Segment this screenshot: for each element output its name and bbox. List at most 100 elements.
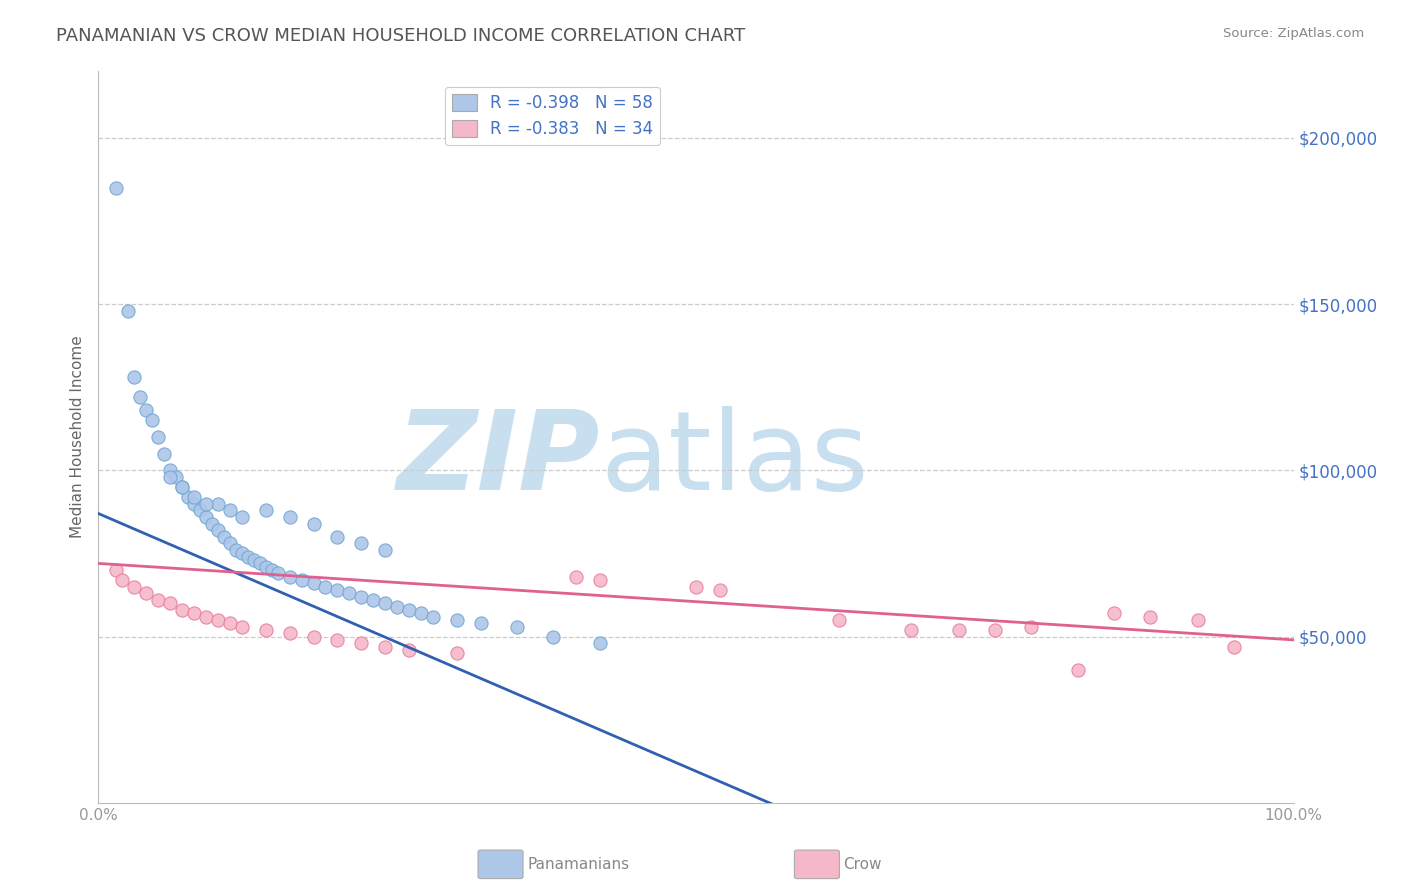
Point <box>188 503 211 517</box>
Point <box>374 596 396 610</box>
Point <box>446 613 468 627</box>
Point <box>589 636 612 650</box>
Point <box>148 430 170 444</box>
Point <box>117 303 139 318</box>
Point <box>177 490 200 504</box>
Point <box>374 543 396 558</box>
Point <box>183 497 205 511</box>
Point <box>219 616 242 631</box>
Point <box>159 470 181 484</box>
Point <box>446 646 468 660</box>
Point <box>231 546 253 560</box>
Point <box>231 619 253 633</box>
Point <box>207 497 229 511</box>
Point <box>398 643 420 657</box>
Point <box>165 470 187 484</box>
Point <box>589 573 612 587</box>
Point <box>159 596 181 610</box>
Point <box>172 480 194 494</box>
Point <box>111 573 134 587</box>
Point <box>828 613 851 627</box>
Point <box>124 370 146 384</box>
Point <box>254 503 277 517</box>
Point <box>291 573 314 587</box>
Point <box>135 586 157 600</box>
Point <box>183 490 205 504</box>
Point <box>124 580 146 594</box>
Point <box>398 603 420 617</box>
Point <box>302 576 325 591</box>
Point <box>207 613 229 627</box>
Point <box>350 636 373 650</box>
Point <box>129 390 152 404</box>
Point <box>172 480 194 494</box>
Point <box>278 509 301 524</box>
Y-axis label: Median Household Income: Median Household Income <box>69 335 84 539</box>
Text: ZIP: ZIP <box>396 406 600 513</box>
Point <box>207 523 229 537</box>
Point <box>709 582 731 597</box>
Point <box>326 582 349 597</box>
Point <box>302 516 325 531</box>
Text: Panamanians: Panamanians <box>527 857 630 871</box>
Point <box>260 563 283 577</box>
Point <box>900 623 922 637</box>
Point <box>148 593 170 607</box>
Legend: R = -0.398   N = 58, R = -0.383   N = 34: R = -0.398 N = 58, R = -0.383 N = 34 <box>446 87 659 145</box>
Point <box>685 580 707 594</box>
Point <box>1139 609 1161 624</box>
Point <box>249 557 271 571</box>
Point <box>141 413 163 427</box>
Point <box>363 593 385 607</box>
Point <box>278 626 301 640</box>
Point <box>195 497 218 511</box>
Point <box>326 632 349 647</box>
Point <box>315 580 337 594</box>
Point <box>1019 619 1042 633</box>
Point <box>212 530 235 544</box>
Point <box>267 566 290 581</box>
Point <box>195 509 218 524</box>
Point <box>219 536 242 550</box>
Point <box>135 403 157 417</box>
Point <box>254 623 277 637</box>
Point <box>183 607 205 621</box>
Point <box>219 503 242 517</box>
Point <box>1187 613 1209 627</box>
Point <box>195 609 218 624</box>
Point <box>153 447 176 461</box>
Text: Source: ZipAtlas.com: Source: ZipAtlas.com <box>1223 27 1364 40</box>
Point <box>225 543 247 558</box>
Point <box>231 509 253 524</box>
Point <box>422 609 444 624</box>
Point <box>1104 607 1126 621</box>
Point <box>105 180 128 194</box>
Point <box>948 623 970 637</box>
Point <box>159 463 181 477</box>
Text: PANAMANIAN VS CROW MEDIAN HOUSEHOLD INCOME CORRELATION CHART: PANAMANIAN VS CROW MEDIAN HOUSEHOLD INCO… <box>56 27 745 45</box>
Point <box>326 530 349 544</box>
Point <box>374 640 396 654</box>
Point <box>339 586 361 600</box>
Text: atlas: atlas <box>600 406 869 513</box>
Point <box>984 623 1007 637</box>
Point <box>1067 663 1090 677</box>
Point <box>541 630 564 644</box>
Point <box>470 616 492 631</box>
Point <box>350 536 373 550</box>
Text: Crow: Crow <box>844 857 882 871</box>
Point <box>243 553 266 567</box>
Point <box>172 603 194 617</box>
Point <box>201 516 224 531</box>
Point <box>385 599 409 614</box>
Point <box>411 607 433 621</box>
Point <box>350 590 373 604</box>
Point <box>254 559 277 574</box>
Point <box>278 570 301 584</box>
Point <box>1223 640 1246 654</box>
Point <box>565 570 588 584</box>
Point <box>105 563 128 577</box>
Point <box>236 549 259 564</box>
Point <box>302 630 325 644</box>
Point <box>506 619 529 633</box>
